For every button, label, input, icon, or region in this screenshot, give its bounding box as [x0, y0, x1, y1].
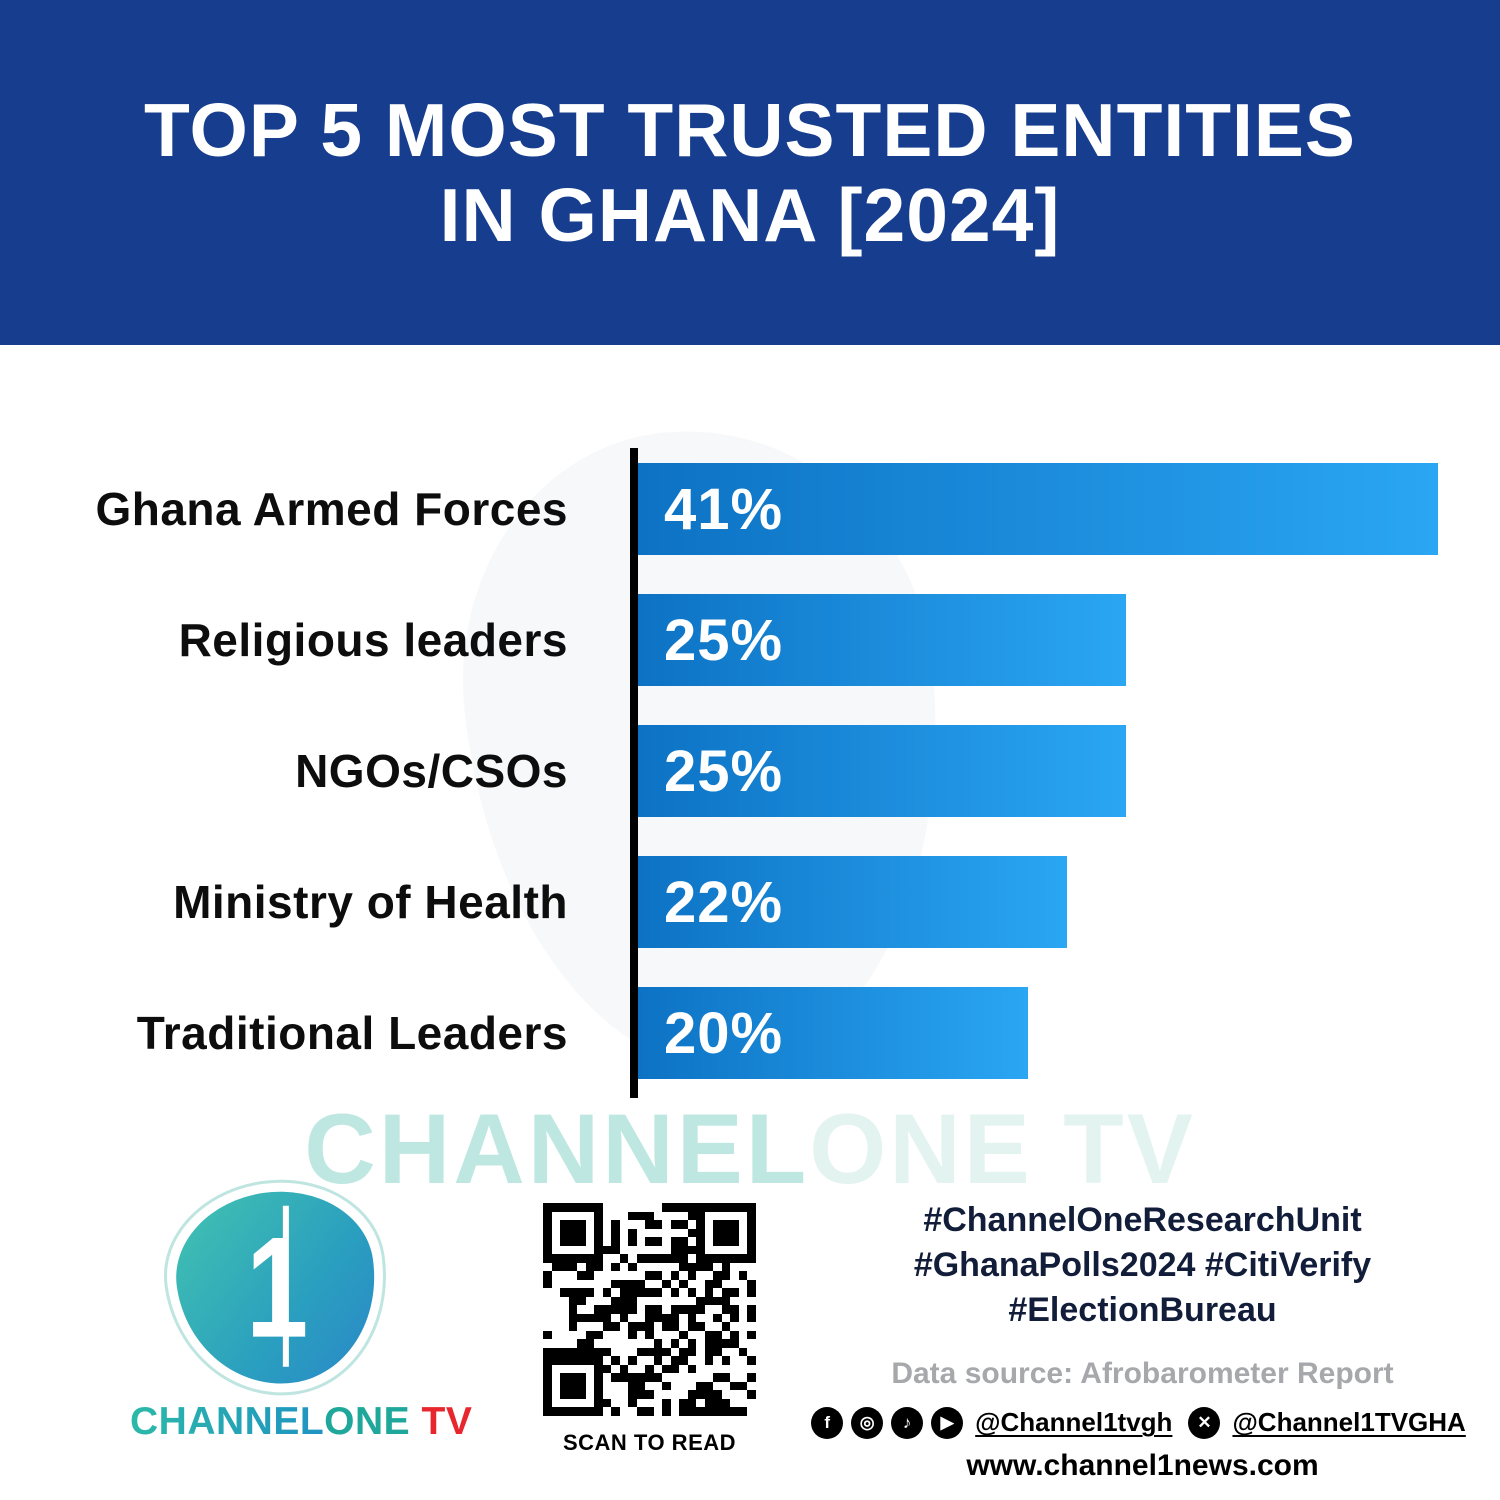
channel-watermark-text: CHANNELONE TV [0, 1092, 1500, 1206]
website-url: www.channel1news.com [966, 1448, 1319, 1482]
bar-track: 25% [638, 725, 1438, 817]
bar-track: 22% [638, 856, 1438, 948]
channel-one-wordmark: CHANNELONE TV [130, 1400, 472, 1444]
wordmark-tv: TV [410, 1400, 473, 1443]
tiktok-icon: ♪ [891, 1406, 924, 1439]
page-title: TOP 5 MOST TRUSTED ENTITIES IN GHANA [20… [144, 88, 1356, 258]
watermark-part1: CHANNEL [304, 1093, 810, 1204]
hashtag-line-1: #ChannelOneResearchUnit [923, 1201, 1362, 1239]
chart-row: Ministry of Health 22% [0, 856, 1500, 948]
bar-category-label: Religious leaders [178, 614, 568, 666]
facebook-icon: f [811, 1406, 844, 1439]
chart-row: NGOs/CSOs 25% [0, 725, 1500, 817]
youtube-icon: ▶ [931, 1406, 964, 1439]
logo-numeral: 1 [245, 1207, 309, 1368]
header-banner: TOP 5 MOST TRUSTED ENTITIES IN GHANA [20… [0, 0, 1500, 345]
bar-value-label: 22% [664, 869, 784, 935]
social-handle-x: @Channel1TVGHA [1232, 1407, 1466, 1438]
page-title-line2: IN GHANA [2024] [439, 172, 1061, 257]
x-icon: ✕ [1188, 1406, 1221, 1439]
bar-value-label: 20% [664, 1000, 784, 1066]
footer-info-block: #ChannelOneResearchUnit #GhanaPolls2024 … [811, 1198, 1466, 1483]
bar-category-label: Ministry of Health [173, 876, 568, 928]
instagram-icon: ◎ [851, 1406, 884, 1439]
bar-category-label: Traditional Leaders [136, 1007, 568, 1059]
bar-track: 25% [638, 594, 1438, 686]
bar-category-label: Ghana Armed Forces [95, 483, 568, 535]
chart-row: Traditional Leaders 20% [0, 987, 1500, 1079]
wordmark-channel: CHANNEL [130, 1400, 325, 1443]
data-source-note: Data source: Afrobarometer Report [891, 1356, 1394, 1390]
chart-rows: Ghana Armed Forces 41% Religious leaders… [0, 448, 1500, 1079]
bar: 25% [638, 594, 1126, 686]
qr-code [543, 1203, 756, 1416]
qr-caption: SCAN TO READ [562, 1430, 737, 1455]
bar: 25% [638, 725, 1126, 817]
chart-row: Religious leaders 25% [0, 594, 1500, 686]
hashtag-line-2: #GhanaPolls2024 #CitiVerify [913, 1245, 1372, 1284]
bar-chart: Ghana Armed Forces 41% Religious leaders… [0, 448, 1500, 1118]
bar: 20% [638, 987, 1029, 1079]
bar: 22% [638, 856, 1068, 948]
watermark-part2: ONE TV [809, 1093, 1196, 1204]
bar-track: 20% [638, 987, 1438, 1079]
hashtag-line-3: #ElectionBureau [1008, 1290, 1277, 1329]
bar: 41% [638, 463, 1438, 555]
page-title-line1: TOP 5 MOST TRUSTED ENTITIES [144, 87, 1356, 172]
social-handle-main: @Channel1tvgh [975, 1407, 1173, 1438]
chart-row: Ghana Armed Forces 41% [0, 463, 1500, 555]
hashtags: #ChannelOneResearchUnit #GhanaPolls2024 … [855, 1198, 1430, 1333]
bar-value-label: 41% [664, 476, 784, 542]
bar-value-label: 25% [664, 607, 784, 673]
chart-axis-line [630, 448, 638, 1098]
bar-value-label: 25% [664, 738, 784, 804]
social-row: f ◎ ♪ ▶ @Channel1tvgh ✕ @Channel1TVGHA [811, 1406, 1466, 1439]
channel-one-logo-icon: 1 [165, 1179, 389, 1397]
bar-track: 41% [638, 463, 1438, 555]
wordmark-one: ONE [324, 1400, 411, 1443]
bar-category-label: NGOs/CSOs [295, 745, 568, 797]
